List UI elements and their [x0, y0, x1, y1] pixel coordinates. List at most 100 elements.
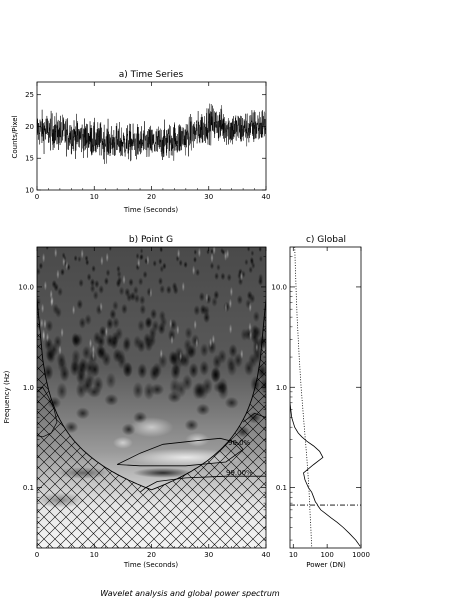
- wavelet-power-blob: [104, 393, 119, 406]
- wavelet-power-blob: [84, 313, 92, 326]
- wavelet-light-streak: [229, 324, 233, 334]
- wavelet-power-blob: [139, 295, 146, 306]
- wavelet-power-blob: [142, 270, 148, 279]
- wavelet-light-streak: [137, 258, 141, 269]
- wavelet-light-streak: [41, 303, 45, 314]
- wavelet-power-blob: [192, 382, 204, 400]
- wavelet-light-streak: [197, 247, 201, 258]
- wavelet-power-blob: [108, 247, 112, 252]
- wavelet-power-blob: [128, 278, 134, 287]
- time-series-ytick-label: 10: [25, 187, 34, 195]
- wavelet-power-blob: [152, 362, 162, 379]
- wavelet-power-blob: [91, 265, 96, 273]
- wavelet-power-blob: [210, 367, 221, 384]
- wavelet-power-blob: [224, 396, 239, 409]
- global-ytick-label: 0.1: [276, 484, 287, 492]
- wavelet-power-blob: [228, 343, 238, 358]
- wavelet-ylabel: Frequency (Hz): [3, 370, 11, 423]
- wavelet-xtick-label: 40: [262, 551, 271, 559]
- wavelet-power-blob: [212, 354, 222, 370]
- wavelet-light-streak: [146, 255, 150, 266]
- wavelet-power-blob: [87, 385, 102, 398]
- wavelet-light-streak: [229, 286, 233, 297]
- wavelet-light-patch: [129, 417, 174, 438]
- wavelet-light-streak: [104, 326, 108, 337]
- wavelet-light-streak: [169, 318, 173, 329]
- wavelet-light-streak: [205, 293, 209, 304]
- wavelet-power-blob: [150, 308, 158, 320]
- wavelet-light-streak: [228, 298, 232, 309]
- wavelet-power-blob: [122, 338, 131, 353]
- wavelet-light-streak: [100, 255, 104, 266]
- wavelet-power-blob: [158, 258, 163, 265]
- wavelet-light-streak: [105, 252, 109, 263]
- wavelet-power-blob: [226, 273, 232, 282]
- wavelet-power-blob: [199, 343, 209, 358]
- wavelet-power-blob: [198, 291, 205, 302]
- wavelet-power-blob: [64, 421, 79, 434]
- wavelet-light-patch: [185, 432, 210, 447]
- wavelet-light-streak: [240, 271, 243, 281]
- wavelet-power-blob: [45, 346, 55, 362]
- cone-of-influence-region: [37, 298, 266, 548]
- wavelet-power-blob: [183, 261, 188, 269]
- figure-caption: Wavelet analysis and global power spectr…: [100, 589, 280, 598]
- wavelet-power-blob: [178, 259, 183, 267]
- wavelet-light-streak: [181, 281, 185, 292]
- global-ytick-label: 1.0: [276, 384, 287, 392]
- wavelet-power-blob: [138, 277, 144, 286]
- wavelet-power-blob: [78, 317, 87, 329]
- wavelet-power-blob: [193, 256, 197, 264]
- wavelet-xtick-label: 0: [35, 551, 39, 559]
- wavelet-light-streak: [80, 248, 84, 259]
- contour-label-99: 99.00%: [226, 469, 253, 477]
- wavelet-power-blob: [159, 284, 165, 294]
- wavelet-light-streak: [159, 348, 163, 359]
- time-series-ylabel: Counts/Pixel: [11, 115, 19, 158]
- wavelet-power-blob: [214, 272, 220, 281]
- wavelet-ytick-label: 10.0: [18, 283, 34, 291]
- wavelet-light-streak: [193, 319, 197, 330]
- wavelet-power-blob: [53, 282, 59, 292]
- global-significance-line: [294, 247, 313, 547]
- wavelet-power-blob: [133, 285, 139, 295]
- wavelet-light-streak: [72, 305, 76, 315]
- wavelet-power-blob: [211, 296, 218, 307]
- global-xtick-label: 1000: [352, 551, 370, 559]
- wavelet-xlabel: Time (Seconds): [123, 561, 178, 569]
- wavelet-power-blob: [105, 268, 111, 277]
- wavelet-power-blob: [250, 330, 259, 344]
- wavelet-light-streak: [255, 342, 259, 353]
- wavelet-light-streak: [209, 337, 213, 348]
- wavelet-power-blob: [84, 371, 96, 389]
- wavelet-light-streak: [192, 265, 196, 276]
- wavelet-power-blob: [180, 352, 191, 368]
- wavelet-power-blob: [259, 255, 263, 263]
- wavelet-light-streak: [43, 318, 47, 329]
- wavelet-power-blob: [116, 270, 122, 279]
- wavelet-power-blob: [56, 382, 68, 401]
- wavelet-power-blob: [162, 262, 167, 270]
- wavelet-power-blob: [199, 360, 210, 377]
- significance-contour-edge: [37, 386, 58, 438]
- wavelet-power-blob: [151, 320, 160, 333]
- global-power-line: [290, 402, 361, 547]
- wavelet-power-blob: [133, 335, 142, 349]
- wavelet-light-streak: [91, 344, 95, 355]
- global-spectrum-axes: 10 100 1000 0.1 1.0 10.0: [271, 247, 370, 559]
- wavelet-power-blob: [203, 311, 211, 324]
- wavelet-light-streak: [210, 252, 214, 263]
- wavelet-power-blob: [135, 252, 140, 260]
- wavelet-power-blob: [81, 345, 91, 360]
- wavelet-power-blob: [199, 304, 207, 316]
- time-series-xlabel: Time (Seconds): [123, 206, 178, 214]
- wavelet-power-blob: [77, 255, 82, 263]
- global-xtick-label: 10: [289, 551, 298, 559]
- wavelet-power-blob: [105, 372, 117, 390]
- wavelet-power-blob: [139, 254, 144, 261]
- wavelet-power-blob: [152, 260, 157, 267]
- wavelet-light-streak: [122, 274, 126, 285]
- wavelet-power-blob: [226, 356, 236, 372]
- wavelet-power-blob: [184, 326, 193, 340]
- wavelet-light-streak: [224, 302, 228, 313]
